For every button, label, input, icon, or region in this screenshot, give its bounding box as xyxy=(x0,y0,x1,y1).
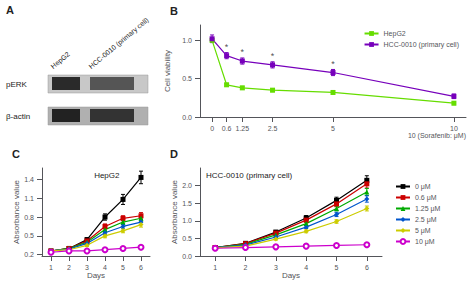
svg-text:5: 5 xyxy=(335,264,339,271)
svg-text:HepG2: HepG2 xyxy=(384,30,406,38)
svg-text:*: * xyxy=(331,59,335,69)
svg-text:0: 0 xyxy=(210,125,214,132)
svg-text:A: A xyxy=(6,4,14,16)
svg-text:0 μM: 0 μM xyxy=(415,183,431,191)
svg-text:0.0: 0.0 xyxy=(182,253,192,260)
svg-text:1.0: 1.0 xyxy=(182,37,192,44)
svg-text:pERK: pERK xyxy=(6,80,28,89)
svg-text:HCC-0010 (primary cell): HCC-0010 (primary cell) xyxy=(87,16,150,71)
svg-text:1.25 μM: 1.25 μM xyxy=(415,205,441,213)
svg-text:10: 10 xyxy=(450,125,458,132)
svg-text:HepG2: HepG2 xyxy=(49,50,71,70)
svg-text:5 μM: 5 μM xyxy=(415,227,431,235)
svg-text:1: 1 xyxy=(213,264,217,271)
svg-text:2.0: 2.0 xyxy=(182,182,192,189)
svg-text:1.1: 1.1 xyxy=(24,195,34,202)
svg-text:D: D xyxy=(170,148,178,160)
svg-text:HCC-0010 (primary cell): HCC-0010 (primary cell) xyxy=(384,41,459,49)
svg-text:1: 1 xyxy=(49,264,53,271)
svg-text:0.5: 0.5 xyxy=(182,75,192,82)
svg-text:3: 3 xyxy=(274,264,278,271)
svg-text:6: 6 xyxy=(139,264,143,271)
svg-text:4: 4 xyxy=(304,264,308,271)
svg-text:Cell viability: Cell viability xyxy=(163,50,172,92)
svg-text:4: 4 xyxy=(103,264,107,271)
svg-text:β-actin: β-actin xyxy=(6,112,30,121)
svg-text:10 μM: 10 μM xyxy=(415,238,435,246)
svg-text:3: 3 xyxy=(85,264,89,271)
svg-text:Days: Days xyxy=(282,271,300,280)
svg-text:0.8: 0.8 xyxy=(24,214,34,221)
svg-text:2: 2 xyxy=(244,264,248,271)
svg-text:2: 2 xyxy=(67,264,71,271)
svg-text:HCC-0010 (primary cell): HCC-0010 (primary cell) xyxy=(206,171,293,180)
svg-text:2.5: 2.5 xyxy=(268,125,278,132)
svg-text:1.5: 1.5 xyxy=(182,200,192,207)
svg-text:*: * xyxy=(271,51,275,61)
svg-text:0.5: 0.5 xyxy=(24,232,34,239)
svg-text:*: * xyxy=(225,42,229,52)
svg-text:HepG2: HepG2 xyxy=(94,171,120,180)
svg-text:Absorbance value: Absorbance value xyxy=(170,179,179,244)
svg-text:0.0: 0.0 xyxy=(182,114,192,121)
svg-text:5: 5 xyxy=(121,264,125,271)
svg-text:5: 5 xyxy=(331,125,335,132)
svg-text:2.5 μM: 2.5 μM xyxy=(415,216,437,224)
svg-text:B: B xyxy=(170,5,178,17)
svg-text:0.6: 0.6 xyxy=(222,125,232,132)
svg-text:Absorbance value: Absorbance value xyxy=(12,179,21,244)
svg-text:0.2: 0.2 xyxy=(24,251,34,258)
svg-text:1.4: 1.4 xyxy=(24,176,34,183)
svg-text:0.6 μM: 0.6 μM xyxy=(415,194,437,202)
svg-text:6: 6 xyxy=(365,264,369,271)
svg-text:10 (Sorafenib: μM): 10 (Sorafenib: μM) xyxy=(408,132,466,140)
svg-text:*: * xyxy=(241,47,245,57)
svg-text:1.25: 1.25 xyxy=(236,125,250,132)
svg-text:0.5: 0.5 xyxy=(182,235,192,242)
svg-text:C: C xyxy=(12,148,20,160)
svg-text:Days: Days xyxy=(87,271,105,280)
svg-text:1.0: 1.0 xyxy=(182,217,192,224)
